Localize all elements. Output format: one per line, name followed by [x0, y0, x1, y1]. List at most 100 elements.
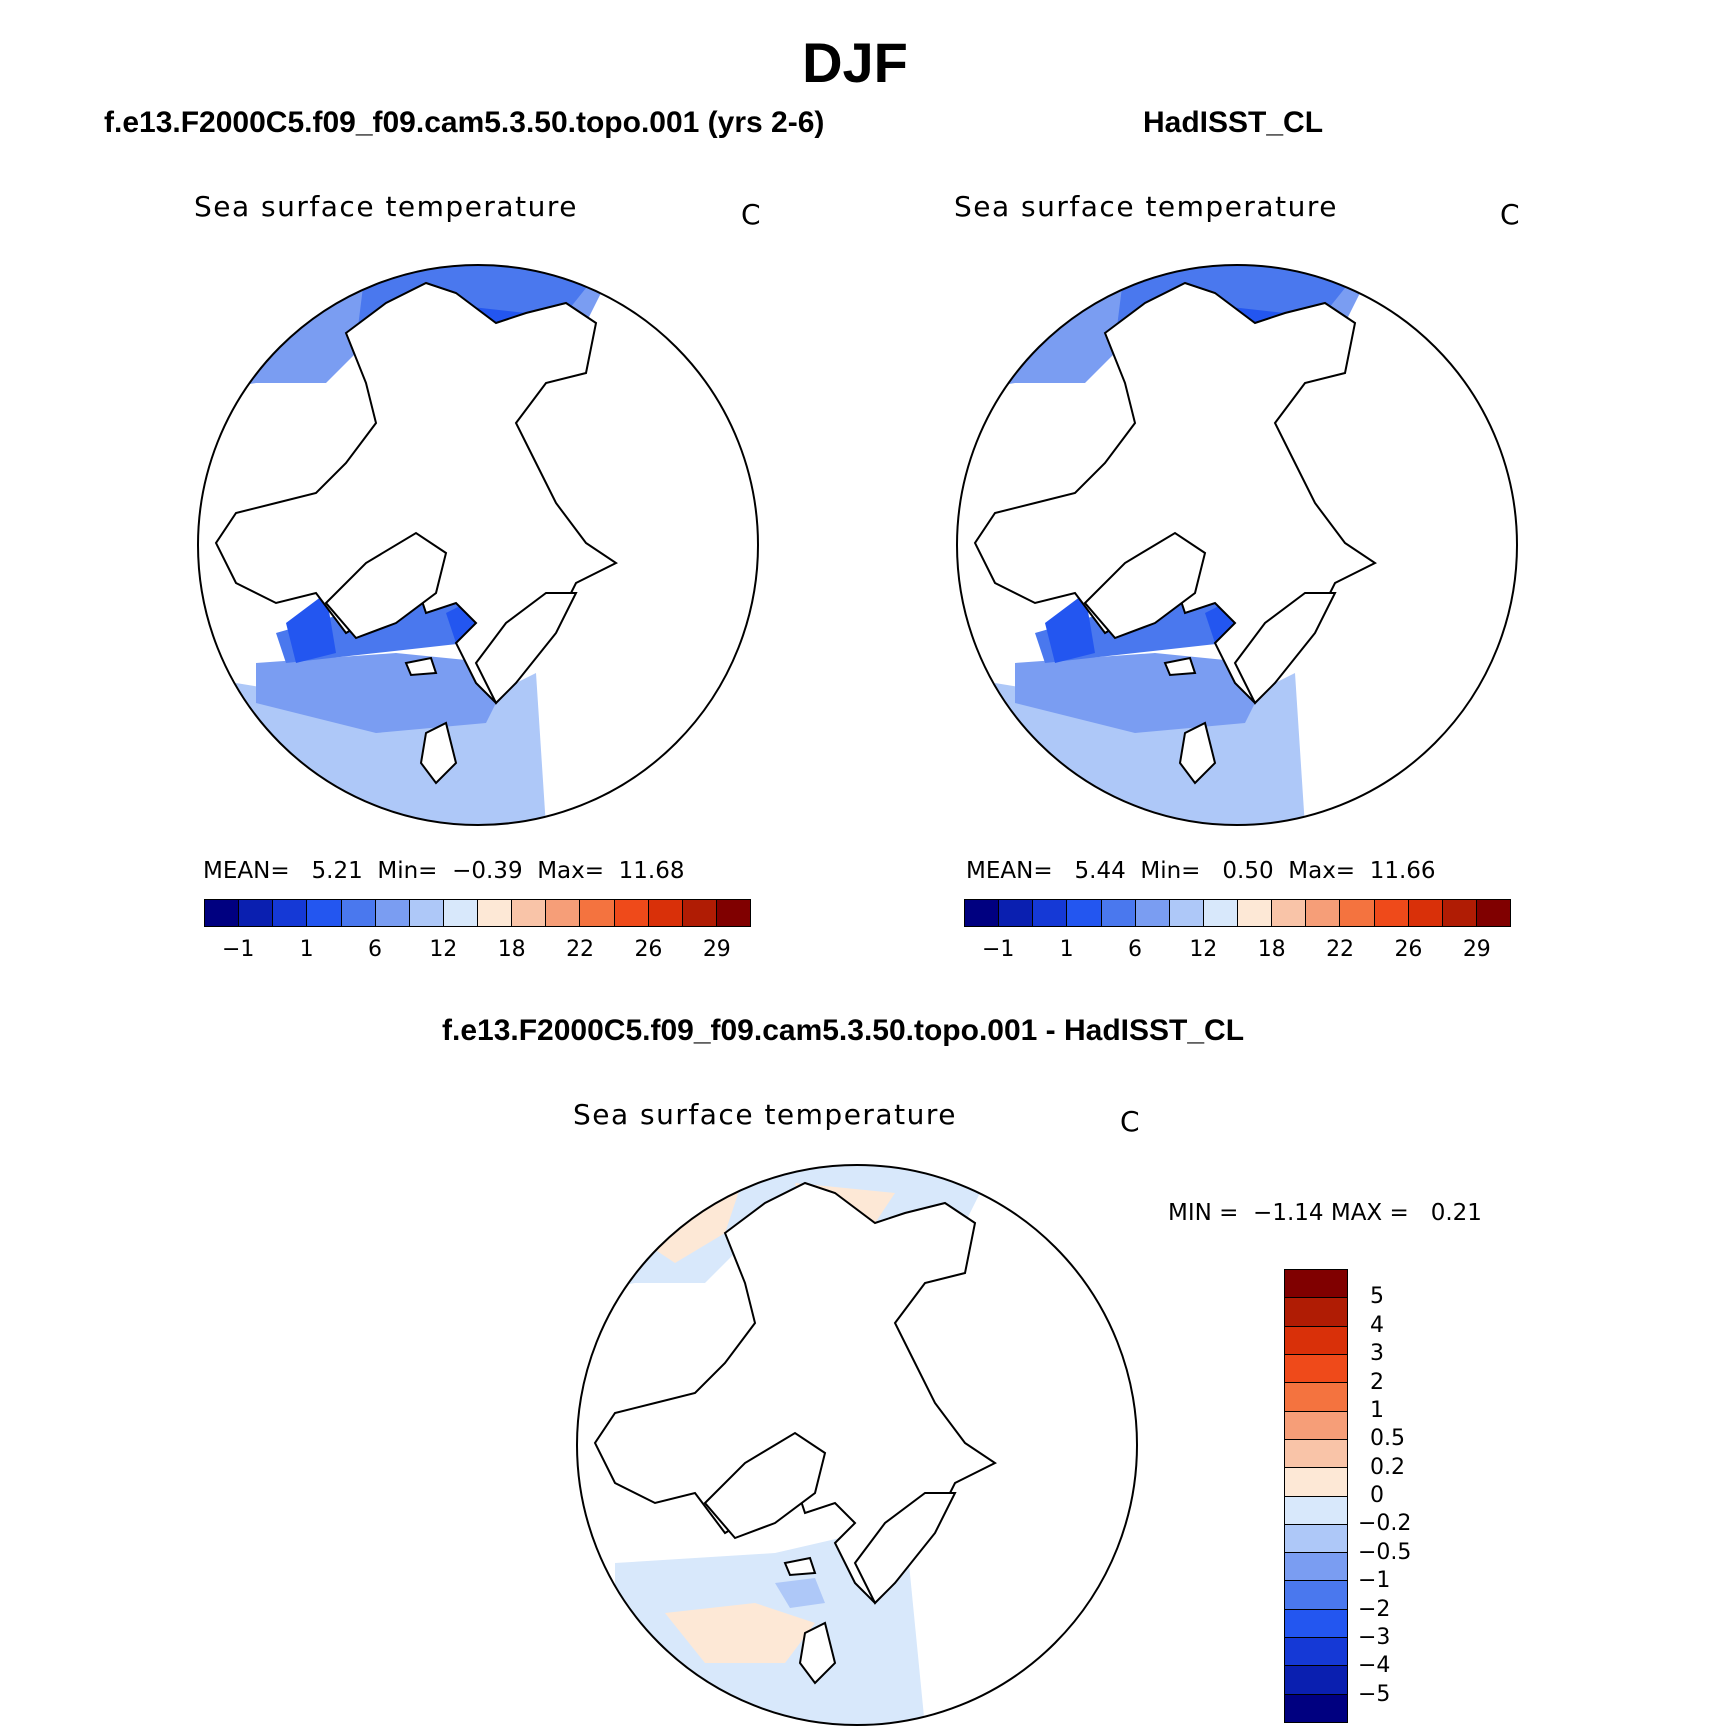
colorbar-swatch	[1285, 1496, 1347, 1525]
obs-stats: MEAN= 5.44 Min= 0.50 Max= 11.66	[966, 858, 1436, 884]
atlantic-diff-positive	[665, 1603, 815, 1663]
colorbar-swatch	[1135, 900, 1170, 926]
atlantic-diff-negative	[775, 1578, 825, 1608]
colorbar-swatch	[1285, 1524, 1347, 1554]
obs-colorbar-labels: −1 1 6 12 18 22 26 29	[964, 937, 1511, 967]
colorbar-swatch	[999, 900, 1034, 926]
colorbar-swatch	[1306, 900, 1341, 926]
land-mass	[973, 281, 1377, 705]
colorbar-tick-label: 12	[429, 937, 458, 962]
land-mass	[214, 281, 618, 705]
model-panel-title: f.e13.F2000C5.f09_f09.cam5.3.50.topo.001…	[104, 106, 825, 139]
min-value: −0.39	[452, 858, 523, 884]
iceland	[783, 1556, 817, 1577]
colorbar-tick-label: 26	[1394, 937, 1423, 962]
colorbar-tick-label: −3	[1358, 1624, 1391, 1650]
max-label: Max=	[537, 858, 605, 884]
colorbar-swatch	[1285, 1439, 1347, 1469]
colorbar-tick-label: 0.5	[1370, 1426, 1405, 1452]
colorbar-swatch	[341, 900, 376, 926]
labrador-sst-band	[286, 593, 336, 663]
pacific-sst-band	[1115, 265, 1365, 343]
min-value: 0.50	[1222, 858, 1274, 884]
min-label: MIN =	[1168, 1200, 1239, 1226]
colorbar-swatch	[1285, 1383, 1347, 1412]
max-label: MAX =	[1330, 1200, 1409, 1226]
colorbar-swatch	[239, 900, 274, 926]
obs-map	[956, 264, 1518, 826]
diff-map	[576, 1164, 1138, 1726]
colorbar-tick-label: 18	[497, 937, 526, 962]
colorbar-swatch	[205, 900, 240, 926]
model-field-name: Sea surface temperature	[194, 190, 578, 223]
atlantic-sst-band	[1015, 643, 1285, 733]
obs-panel-title: HadISST_CL	[1143, 106, 1324, 139]
colorbar-tick-label: 1	[1059, 937, 1074, 962]
colorbar-swatch	[1285, 1411, 1347, 1440]
scandinavia	[1233, 592, 1337, 705]
colorbar-tick-label: 22	[1326, 937, 1355, 962]
model-field-units: C	[741, 198, 761, 231]
iceland	[404, 656, 438, 677]
colorbar-tick-label: 0.2	[1370, 1454, 1405, 1480]
obs-colorbar	[964, 899, 1511, 927]
colorbar-tick-label: 6	[1127, 937, 1142, 962]
min-label: Min=	[1140, 858, 1201, 884]
colorbar-swatch	[682, 900, 717, 926]
colorbar-tick-label: 4	[1370, 1312, 1384, 1338]
colorbar-swatch	[1203, 900, 1238, 926]
obs-field-units: C	[1500, 198, 1520, 231]
colorbar-swatch	[1101, 900, 1136, 926]
colorbar-swatch	[1285, 1581, 1347, 1610]
mean-value: 5.44	[1074, 858, 1126, 884]
labrador-sst-band	[1045, 593, 1095, 663]
colorbar-tick-label: 12	[1189, 937, 1218, 962]
colorbar-tick-label: 26	[634, 937, 663, 962]
min-label: Min=	[377, 858, 438, 884]
mean-label: MEAN=	[966, 858, 1053, 884]
model-colorbar	[204, 899, 751, 927]
colorbar-swatch	[1285, 1553, 1347, 1582]
colorbar-swatch	[478, 900, 513, 926]
colorbar-swatch	[965, 900, 1000, 926]
max-value: 0.21	[1430, 1200, 1482, 1226]
max-value: 11.66	[1369, 858, 1436, 884]
greenland	[703, 1431, 827, 1540]
colorbar-tick-label: 29	[1462, 937, 1491, 962]
colorbar-swatch	[1285, 1468, 1347, 1497]
max-value: 11.68	[618, 858, 685, 884]
colorbar-swatch	[307, 900, 342, 926]
british-isles	[419, 721, 458, 785]
colorbar-swatch	[1067, 900, 1102, 926]
scandinavia	[474, 592, 578, 705]
colorbar-swatch	[443, 900, 478, 926]
page-title: DJF	[802, 31, 908, 94]
colorbar-swatch	[546, 900, 581, 926]
colorbar-tick-label: −4	[1358, 1653, 1391, 1679]
colorbar-swatch	[1169, 900, 1204, 926]
colorbar-swatch	[273, 900, 308, 926]
colorbar-swatch	[614, 900, 649, 926]
colorbar-swatch	[648, 900, 683, 926]
scandinavia	[853, 1492, 957, 1605]
colorbar-swatch	[1285, 1638, 1347, 1667]
colorbar-tick-label: −1	[221, 937, 255, 962]
colorbar-swatch	[580, 900, 615, 926]
colorbar-swatch	[1285, 1354, 1347, 1384]
colorbar-tick-label: −1	[981, 937, 1015, 962]
colorbar-swatch	[1285, 1326, 1347, 1355]
colorbar-tick-label: −0.2	[1358, 1511, 1412, 1537]
colorbar-swatch	[1285, 1609, 1347, 1639]
colorbar-tick-label: 18	[1257, 937, 1286, 962]
colorbar-swatch	[512, 900, 547, 926]
colorbar-swatch	[1285, 1270, 1347, 1299]
colorbar-swatch	[716, 900, 750, 926]
colorbar-swatch	[1238, 900, 1273, 926]
british-isles	[1178, 721, 1217, 785]
colorbar-swatch	[1285, 1666, 1347, 1695]
iceland	[1163, 656, 1197, 677]
colorbar-tick-label: −0.5	[1358, 1539, 1412, 1565]
colorbar-swatch	[1272, 900, 1307, 926]
colorbar-swatch	[1340, 900, 1375, 926]
model-colorbar-labels: −1 1 6 12 18 22 26 29	[204, 937, 751, 967]
